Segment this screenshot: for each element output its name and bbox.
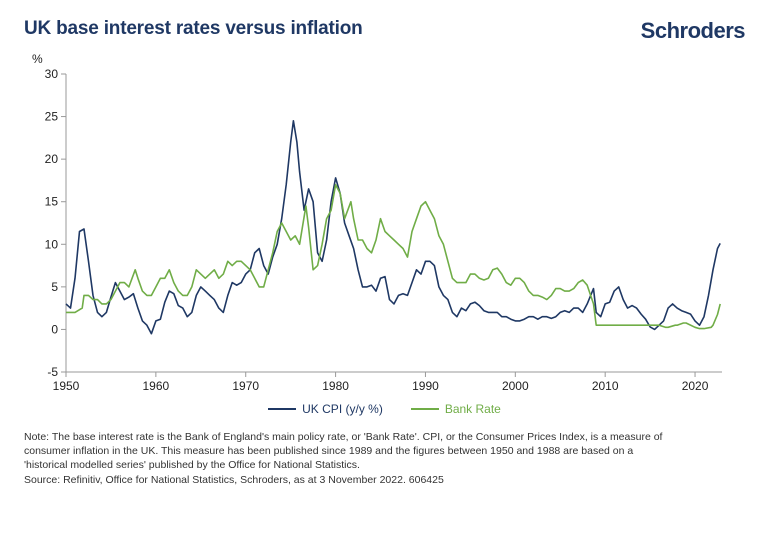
- svg-text:2020: 2020: [682, 379, 709, 393]
- svg-text:25: 25: [45, 110, 59, 124]
- footnote-line: Note: The base interest rate is the Bank…: [24, 430, 745, 444]
- svg-text:1980: 1980: [322, 379, 349, 393]
- brand-logo: Schroders: [641, 18, 745, 44]
- svg-text:1950: 1950: [53, 379, 80, 393]
- svg-text:10: 10: [45, 237, 59, 251]
- header: UK base interest rates versus inflation …: [24, 18, 745, 44]
- svg-text:30: 30: [45, 68, 59, 81]
- chart-footnote: Note: The base interest rate is the Bank…: [24, 430, 745, 487]
- svg-text:20: 20: [45, 152, 59, 166]
- legend-label: UK CPI (y/y %): [302, 402, 383, 416]
- svg-text:1990: 1990: [412, 379, 439, 393]
- y-axis-unit-label: %: [32, 52, 745, 66]
- footnote-line: consumer inflation in the UK. This measu…: [24, 444, 745, 458]
- legend-item: UK CPI (y/y %): [268, 402, 383, 416]
- line-chart-svg: -5 0 5 10 15 20 25 30 1950 1960 1970 1980 1990 2000 20…: [24, 68, 736, 398]
- chart-container: UK base interest rates versus inflation …: [0, 0, 769, 499]
- svg-text:-5: -5: [47, 365, 58, 379]
- svg-text:1970: 1970: [232, 379, 259, 393]
- chart-plot-area: -5 0 5 10 15 20 25 30 1950 1960 1970 1980 1990 2000 20…: [24, 68, 745, 398]
- legend-swatch: [411, 408, 439, 410]
- svg-text:2000: 2000: [502, 379, 529, 393]
- svg-text:15: 15: [45, 195, 59, 209]
- svg-text:5: 5: [51, 280, 58, 294]
- svg-text:2010: 2010: [592, 379, 619, 393]
- legend-item: Bank Rate: [411, 402, 501, 416]
- footnote-line: Source: Refinitiv, Office for National S…: [24, 473, 745, 487]
- legend-label: Bank Rate: [445, 402, 501, 416]
- chart-legend: UK CPI (y/y %) Bank Rate: [24, 402, 745, 416]
- legend-swatch: [268, 408, 296, 410]
- chart-title: UK base interest rates versus inflation: [24, 18, 363, 40]
- svg-text:0: 0: [51, 322, 58, 336]
- footnote-line: 'historical modelled series' published b…: [24, 458, 745, 472]
- svg-text:1960: 1960: [143, 379, 170, 393]
